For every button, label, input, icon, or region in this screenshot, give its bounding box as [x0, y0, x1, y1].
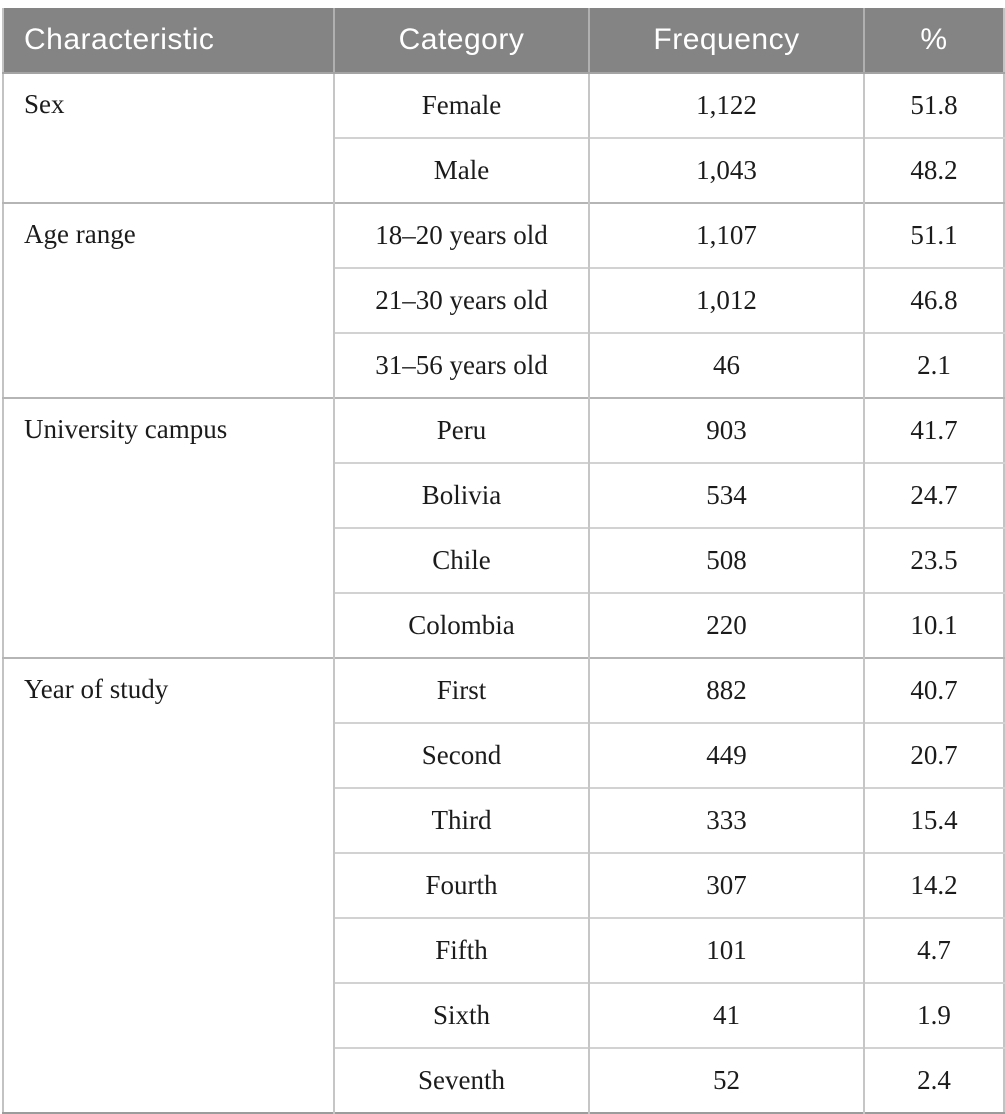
demographics-table-container: Characteristic Category Frequency % Sex …: [2, 8, 1005, 1114]
table-row: 31–56 years old 46 2.1: [3, 332, 1004, 398]
category-cell: Seventh: [333, 1047, 589, 1113]
header-cell-characteristic: Characteristic: [3, 8, 334, 74]
table-row: Sex Female 1,122 51.8: [3, 72, 1004, 203]
table-row: Third 333 15.4: [3, 787, 1004, 853]
category-cell: Fifth: [333, 917, 589, 983]
percent-cell: 41.7: [863, 397, 1004, 463]
table-row: Male 1,043 48.2: [3, 137, 1004, 203]
category-cell: Sixth: [333, 982, 589, 1048]
category-cell: Female: [333, 72, 589, 138]
category-cell: First: [333, 657, 589, 723]
percent-cell: 46.8: [863, 267, 1004, 333]
table-header: Characteristic Category Frequency %: [3, 8, 1004, 74]
frequency-cell: 508: [588, 527, 864, 593]
category-cell: 21–30 years old: [333, 267, 589, 333]
category-cell: 31–56 years old: [333, 332, 589, 398]
table-row: Year of study First 882 40.7: [3, 657, 1004, 1113]
percent-cell: 14.2: [863, 852, 1004, 918]
header-cell-category: Category: [333, 8, 589, 74]
frequency-cell: 903: [588, 397, 864, 463]
percent-cell: 2.4: [863, 1047, 1004, 1113]
category-cell: Fourth: [333, 852, 589, 918]
header-row: Characteristic Category Frequency %: [3, 8, 1004, 74]
percent-cell: 2.1: [863, 332, 1004, 398]
frequency-cell: 333: [588, 787, 864, 853]
table-row: Fourth 307 14.2: [3, 852, 1004, 918]
frequency-cell: 882: [588, 657, 864, 723]
percent-cell: 10.1: [863, 592, 1004, 658]
table-row: Fifth 101 4.7: [3, 917, 1004, 983]
table-row: University campus Peru 903 41.7: [3, 397, 1004, 658]
table-row: 21–30 years old 1,012 46.8: [3, 267, 1004, 333]
characteristic-cell: Age range: [3, 202, 334, 398]
category-cell: Second: [333, 722, 589, 788]
table-row: Age range 18–20 years old 1,107 51.1: [3, 202, 1004, 398]
frequency-cell: 41: [588, 982, 864, 1048]
table-row: Sixth 41 1.9: [3, 982, 1004, 1048]
frequency-cell: 101: [588, 917, 864, 983]
section-university-campus: University campus Peru 903 41.7 Bolivia …: [3, 397, 1004, 658]
category-cell: 18–20 years old: [333, 202, 589, 268]
category-cell: Peru: [333, 397, 589, 463]
header-cell-percent: %: [863, 8, 1004, 74]
characteristic-cell: Sex: [3, 72, 334, 203]
percent-cell: 15.4: [863, 787, 1004, 853]
frequency-cell: 1,122: [588, 72, 864, 138]
percent-cell: 51.8: [863, 72, 1004, 138]
frequency-cell: 1,107: [588, 202, 864, 268]
category-cell: Bolivia: [333, 462, 589, 528]
frequency-cell: 52: [588, 1047, 864, 1113]
category-cell: Colombia: [333, 592, 589, 658]
section-age-range: Age range 18–20 years old 1,107 51.1 21–…: [3, 202, 1004, 398]
percent-cell: 4.7: [863, 917, 1004, 983]
category-cell: Third: [333, 787, 589, 853]
frequency-cell: 220: [588, 592, 864, 658]
percent-cell: 48.2: [863, 137, 1004, 203]
percent-cell: 1.9: [863, 982, 1004, 1048]
percent-cell: 20.7: [863, 722, 1004, 788]
percent-cell: 51.1: [863, 202, 1004, 268]
table-row: Chile 508 23.5: [3, 527, 1004, 593]
frequency-cell: 1,012: [588, 267, 864, 333]
percent-cell: 24.7: [863, 462, 1004, 528]
header-cell-frequency: Frequency: [588, 8, 864, 74]
percent-cell: 40.7: [863, 657, 1004, 723]
table-row: Colombia 220 10.1: [3, 592, 1004, 658]
frequency-cell: 534: [588, 462, 864, 528]
table-row: Second 449 20.7: [3, 722, 1004, 788]
section-sex: Sex Female 1,122 51.8 Male 1,043 48.2: [3, 72, 1004, 203]
frequency-cell: 46: [588, 332, 864, 398]
frequency-cell: 449: [588, 722, 864, 788]
category-cell: Male: [333, 137, 589, 203]
category-cell: Chile: [333, 527, 589, 593]
frequency-cell: 307: [588, 852, 864, 918]
demographics-table: Characteristic Category Frequency % Sex …: [2, 8, 1005, 1114]
table-row: Bolivia 534 24.7: [3, 462, 1004, 528]
percent-cell: 23.5: [863, 527, 1004, 593]
section-year-of-study: Year of study First 882 40.7 Second 449 …: [3, 657, 1004, 1113]
characteristic-cell: Year of study: [3, 657, 334, 1113]
frequency-cell: 1,043: [588, 137, 864, 203]
characteristic-cell: University campus: [3, 397, 334, 658]
